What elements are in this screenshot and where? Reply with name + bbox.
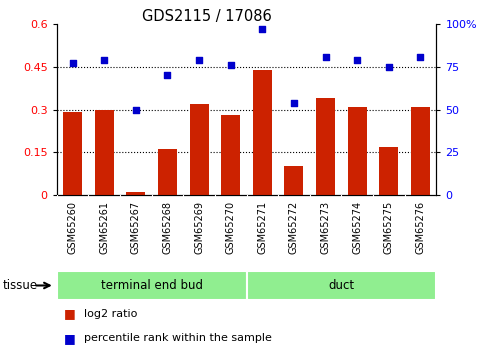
Bar [316,98,335,195]
Point [164,73,172,78]
Bar [57,271,246,300]
Text: GSM65276: GSM65276 [416,201,425,254]
Text: GSM65271: GSM65271 [257,201,267,254]
Point [132,107,140,112]
Text: terminal end bud: terminal end bud [101,279,203,292]
Text: log2 ratio: log2 ratio [84,309,137,319]
Point [227,62,235,68]
Text: GDS2115 / 17086: GDS2115 / 17086 [142,9,272,23]
Point [290,100,298,106]
Text: ■: ■ [64,307,76,321]
Bar [189,104,209,195]
Text: GSM65261: GSM65261 [99,201,109,254]
Point [417,54,424,59]
Text: GSM65272: GSM65272 [289,201,299,254]
Bar [348,107,367,195]
Text: GSM65267: GSM65267 [131,201,141,254]
Bar [246,271,436,300]
Text: GSM65270: GSM65270 [226,201,236,254]
Bar [95,110,113,195]
Bar [63,112,82,195]
Text: GSM65274: GSM65274 [352,201,362,254]
Bar [253,70,272,195]
Text: tissue: tissue [2,279,37,292]
Text: GSM65269: GSM65269 [194,201,204,254]
Bar [221,115,240,195]
Point [321,54,329,59]
Point [353,57,361,63]
Point [385,64,393,70]
Bar [158,149,177,195]
Text: GSM65273: GSM65273 [320,201,331,254]
Point [258,27,266,32]
Text: ■: ■ [64,332,76,345]
Text: percentile rank within the sample: percentile rank within the sample [84,333,272,343]
Bar [284,167,304,195]
Bar [126,192,145,195]
Point [100,57,108,63]
Point [69,61,76,66]
Point [195,57,203,63]
Text: GSM65260: GSM65260 [68,201,77,254]
Text: GSM65268: GSM65268 [162,201,173,254]
Bar [380,147,398,195]
Text: duct: duct [328,279,354,292]
Text: GSM65275: GSM65275 [384,201,394,254]
Bar [411,107,430,195]
